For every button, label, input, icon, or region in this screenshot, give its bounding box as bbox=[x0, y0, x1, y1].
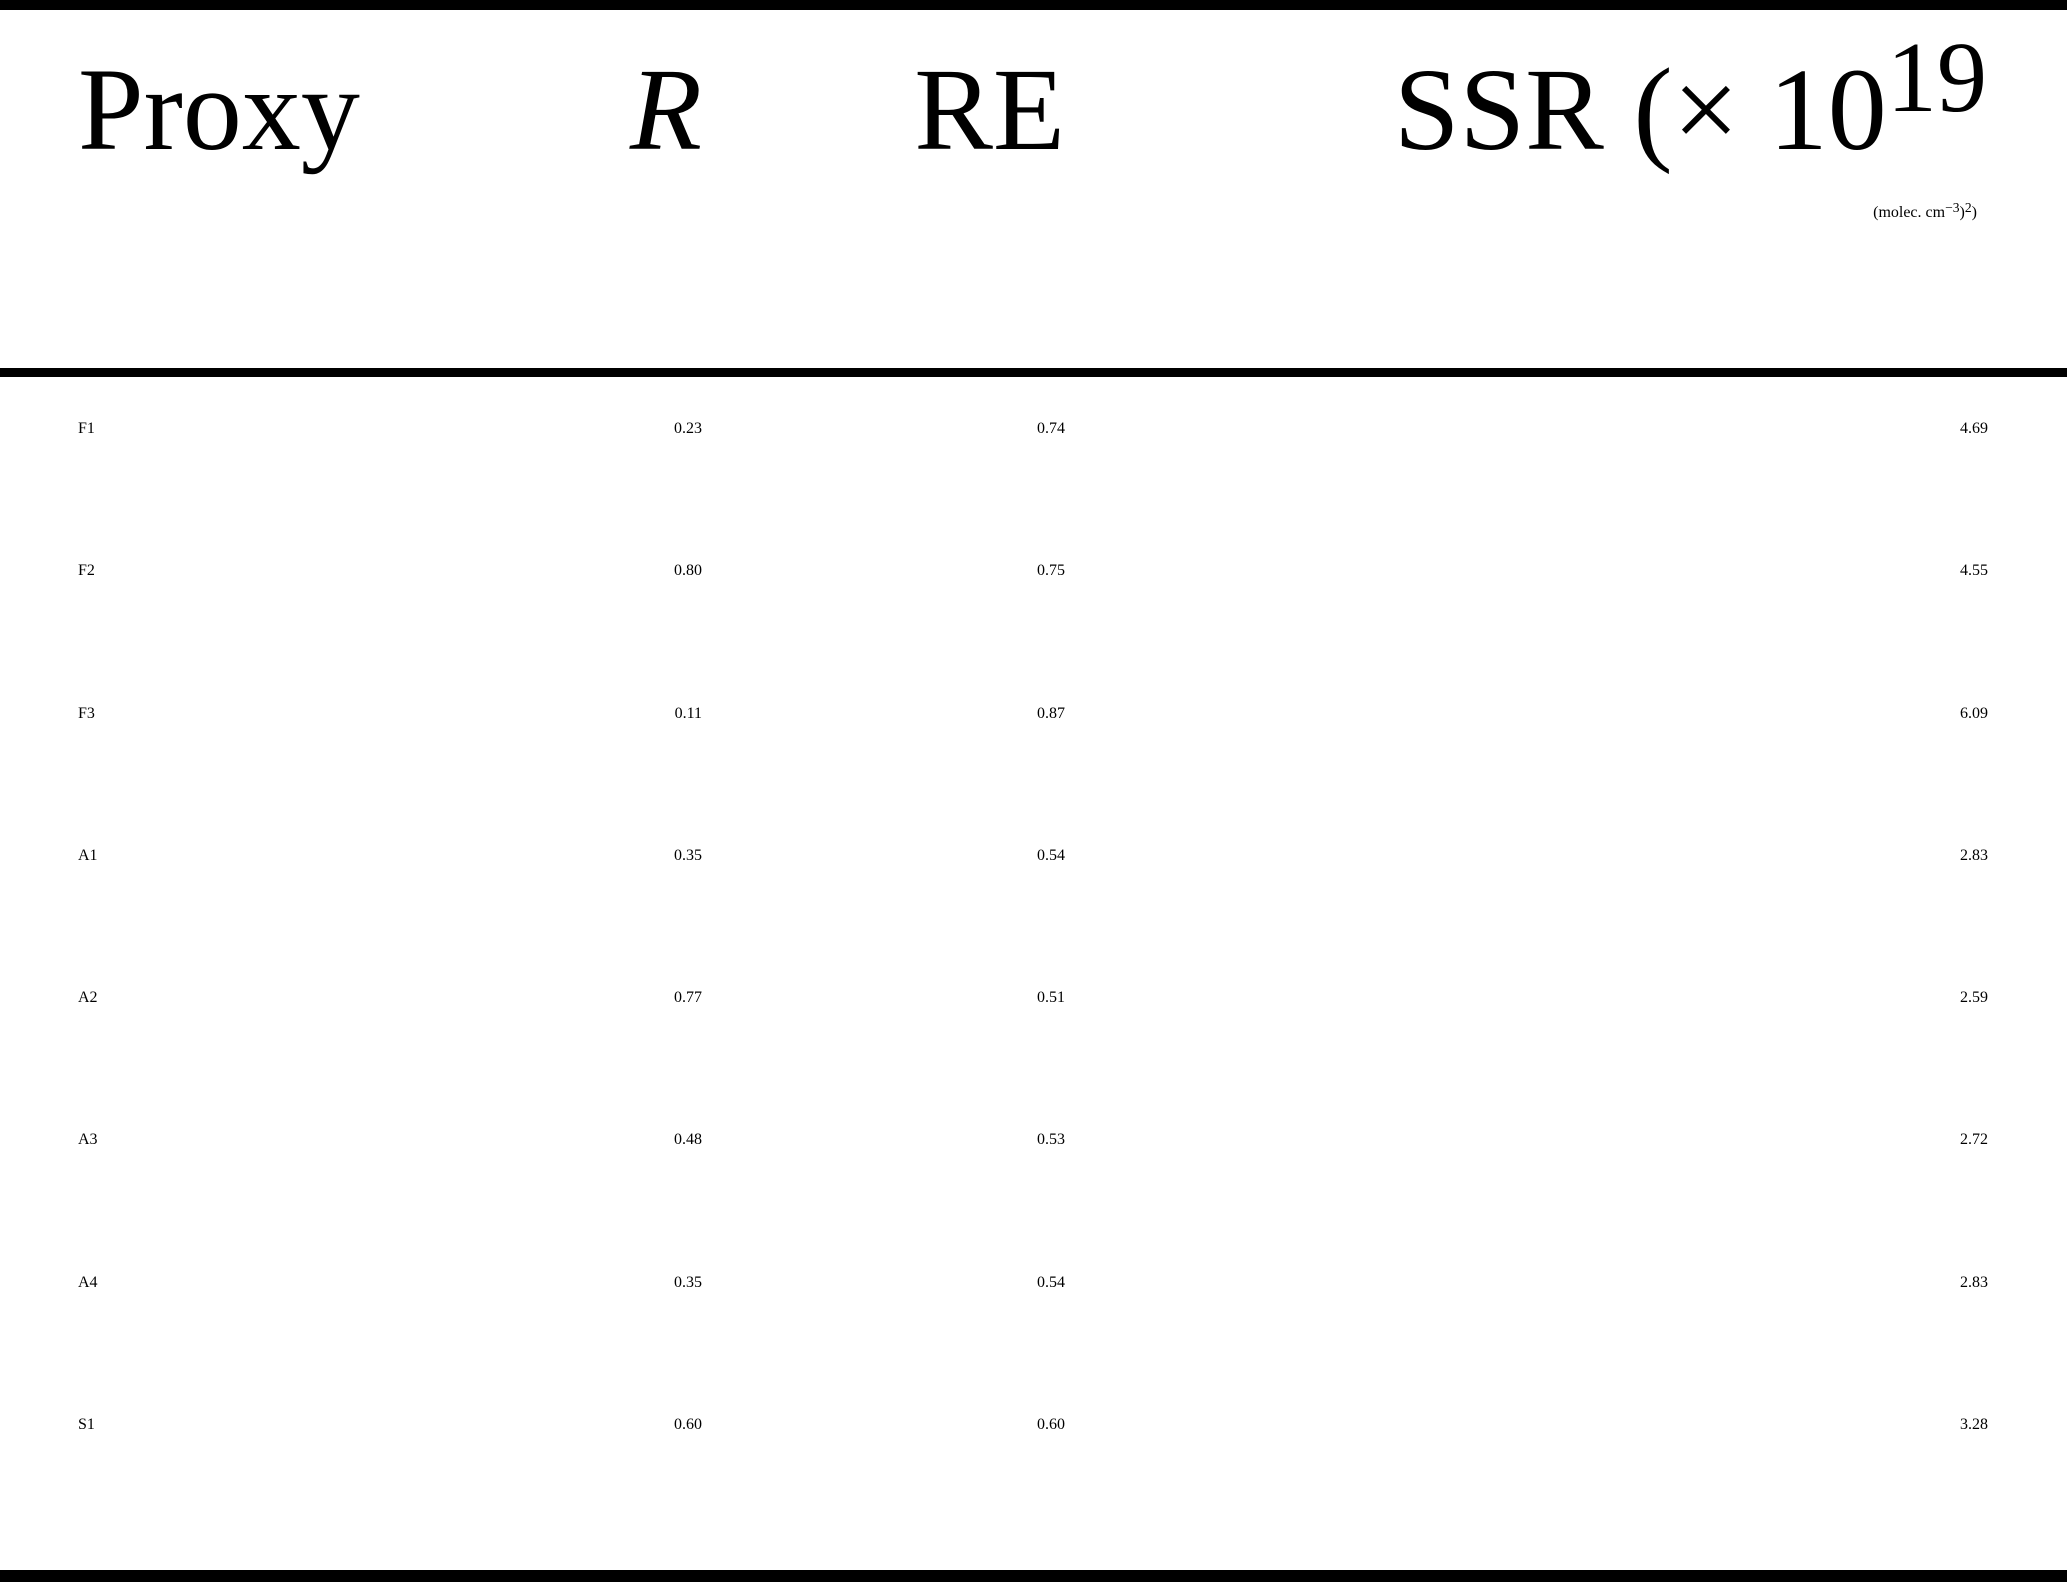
col-header-proxy: Proxy bbox=[78, 44, 360, 175]
ssr-units-exp2: 2 bbox=[1964, 199, 1972, 215]
top-rule bbox=[0, 0, 2067, 10]
ssr-exponent: 19 bbox=[1886, 21, 1987, 133]
cell-re: 0.54 bbox=[1037, 1274, 1065, 1291]
cell-r: 0.60 bbox=[674, 1416, 702, 1433]
cell-ssr: 3.28 bbox=[1960, 1416, 1988, 1433]
ssr-units-open: (molec. cm bbox=[1873, 204, 1946, 221]
cell-ssr: 4.69 bbox=[1960, 420, 1988, 437]
cell-re: 0.60 bbox=[1037, 1416, 1065, 1433]
ssr-units: (molec. cm−3)2) bbox=[1873, 200, 1977, 222]
header-row: Proxy R RE SSR (× 1019 bbox=[0, 27, 2067, 193]
cell-r: 0.48 bbox=[674, 1131, 702, 1148]
table-row: F2 0.80 0.75 4.55 bbox=[0, 562, 2067, 704]
bottom-rule bbox=[0, 1570, 2067, 1582]
cell-re: 0.74 bbox=[1037, 420, 1065, 437]
ssr-units-exp1: −3 bbox=[1945, 199, 1960, 215]
cell-re: 0.87 bbox=[1037, 705, 1065, 722]
cell-proxy: S1 bbox=[78, 1416, 95, 1433]
cell-proxy: A3 bbox=[78, 1131, 98, 1148]
mid-rule bbox=[0, 368, 2067, 377]
cell-r: 0.77 bbox=[674, 989, 702, 1006]
cell-ssr: 2.83 bbox=[1960, 1274, 1988, 1291]
table-row: S1 0.60 0.60 3.28 bbox=[0, 1416, 2067, 1558]
cell-proxy: F2 bbox=[78, 562, 95, 579]
cell-r: 0.35 bbox=[674, 847, 702, 864]
col-header-ssr: SSR (× 1019 bbox=[1394, 27, 1987, 169]
cell-r: 0.23 bbox=[674, 420, 702, 437]
cell-r: 0.35 bbox=[674, 1274, 702, 1291]
table-row: F1 0.23 0.74 4.69 bbox=[0, 420, 2067, 562]
ssr-units-close2: ) bbox=[1971, 204, 1977, 221]
header-units-row: (molec. cm−3)2) bbox=[0, 200, 2067, 346]
cell-proxy: A1 bbox=[78, 847, 98, 864]
table-row: A3 0.48 0.53 2.72 bbox=[0, 1131, 2067, 1273]
cell-ssr: 6.09 bbox=[1960, 705, 1988, 722]
ssr-units-close1: ) bbox=[1959, 204, 1965, 221]
cell-proxy: F3 bbox=[78, 705, 95, 722]
col-header-re: RE bbox=[914, 44, 1065, 175]
cell-re: 0.75 bbox=[1037, 562, 1065, 579]
cell-re: 0.53 bbox=[1037, 1131, 1065, 1148]
table-row: F3 0.11 0.87 6.09 bbox=[0, 705, 2067, 847]
table-row: A4 0.35 0.54 2.83 bbox=[0, 1274, 2067, 1416]
cell-proxy: F1 bbox=[78, 420, 95, 437]
table-row: A1 0.35 0.54 2.83 bbox=[0, 847, 2067, 989]
cell-ssr: 2.83 bbox=[1960, 847, 1988, 864]
cell-ssr: 4.55 bbox=[1960, 562, 1988, 579]
ssr-header-main: SSR (× 10 bbox=[1393, 44, 1887, 175]
cell-ssr: 2.59 bbox=[1960, 989, 1988, 1006]
cell-re: 0.54 bbox=[1037, 847, 1065, 864]
cell-r: 0.80 bbox=[674, 562, 702, 579]
cell-r: 0.11 bbox=[674, 705, 702, 722]
table-row: A2 0.77 0.51 2.59 bbox=[0, 989, 2067, 1131]
cell-ssr: 2.72 bbox=[1960, 1131, 1988, 1148]
col-header-r: R bbox=[629, 44, 702, 175]
cell-proxy: A4 bbox=[78, 1274, 98, 1291]
cell-re: 0.51 bbox=[1037, 989, 1065, 1006]
cell-proxy: A2 bbox=[78, 989, 98, 1006]
